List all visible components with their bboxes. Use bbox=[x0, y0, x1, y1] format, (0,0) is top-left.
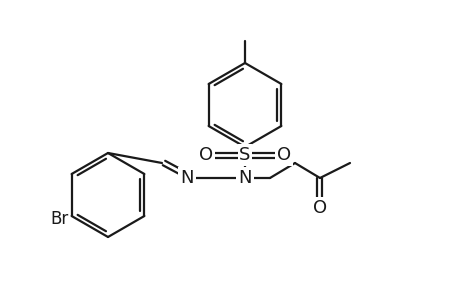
Text: O: O bbox=[198, 146, 213, 164]
Text: N: N bbox=[238, 169, 251, 187]
Text: O: O bbox=[276, 146, 291, 164]
Text: Br: Br bbox=[50, 210, 68, 228]
Text: O: O bbox=[312, 199, 326, 217]
Text: S: S bbox=[239, 146, 250, 164]
Text: N: N bbox=[180, 169, 193, 187]
